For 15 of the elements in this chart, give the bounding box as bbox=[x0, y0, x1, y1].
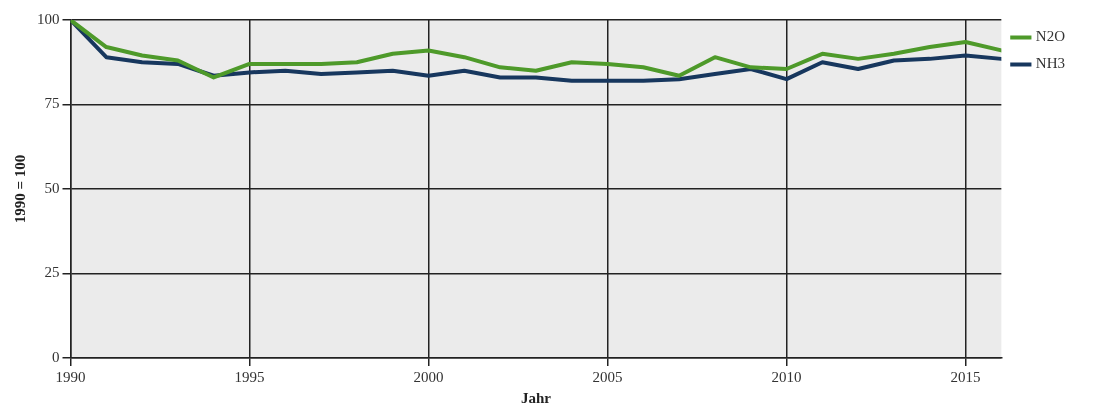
y-tick-label: 25 bbox=[44, 264, 60, 281]
x-tick-label: 2000 bbox=[413, 368, 444, 385]
x-tick-label: 1990 bbox=[55, 368, 86, 385]
y-axis-title: 1990 = 100 bbox=[11, 154, 28, 224]
x-tick-label: 2010 bbox=[771, 368, 802, 385]
x-tick-label: 1995 bbox=[234, 368, 265, 385]
x-tick-label: 2005 bbox=[592, 368, 623, 385]
legend-label: N2O bbox=[1035, 28, 1066, 45]
y-tick-label: 0 bbox=[52, 348, 60, 365]
legend-label: NH3 bbox=[1035, 55, 1066, 72]
x-axis-title: Jahr bbox=[520, 389, 552, 406]
y-tick-label: 75 bbox=[44, 95, 60, 112]
y-tick-label: 50 bbox=[44, 179, 60, 196]
x-tick-label: 2015 bbox=[950, 368, 981, 385]
y-tick-label: 100 bbox=[37, 10, 60, 27]
